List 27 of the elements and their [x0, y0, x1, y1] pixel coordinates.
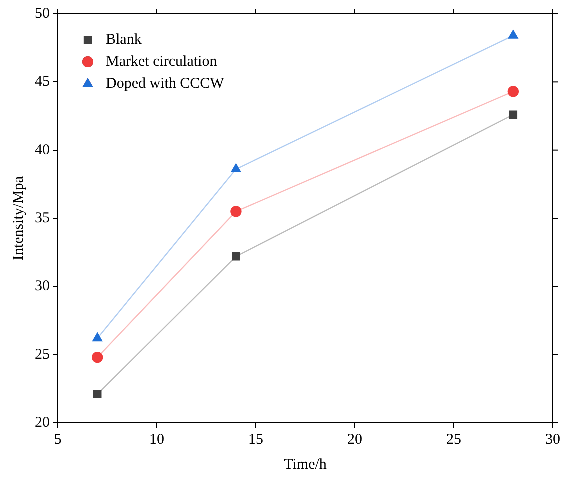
- point: [230, 206, 242, 218]
- point: [509, 110, 518, 120]
- x-tick-label: 5: [54, 432, 62, 448]
- point: [232, 252, 240, 261]
- x-tick-label: 10: [150, 432, 164, 448]
- y-axis-title: Intensity/Mpa: [10, 176, 27, 261]
- point: [92, 332, 103, 342]
- point: [92, 352, 104, 364]
- point: [508, 86, 519, 98]
- x-axis-title: Time/h: [284, 456, 328, 473]
- x-tick-label: 25: [446, 432, 462, 448]
- point: [508, 30, 518, 39]
- y-tick-label: 35: [35, 210, 50, 226]
- legend-label: Market circulation: [106, 54, 218, 70]
- y-tick-label: 40: [35, 142, 50, 158]
- x-tick-label: 15: [248, 432, 264, 448]
- x-tick-label: 30: [546, 432, 560, 448]
- y-tick-label: 45: [35, 74, 50, 90]
- point: [231, 164, 242, 173]
- point: [93, 390, 102, 399]
- legend-label: Doped with CCCW: [106, 76, 226, 92]
- legend-label: Blank: [106, 32, 142, 48]
- y-tick-label: 20: [35, 414, 50, 431]
- y-tick-label: 25: [35, 346, 50, 363]
- x-tick-label: 20: [348, 432, 362, 448]
- y-tick-label: 50: [35, 6, 50, 22]
- y-tick-label: 30: [35, 278, 50, 295]
